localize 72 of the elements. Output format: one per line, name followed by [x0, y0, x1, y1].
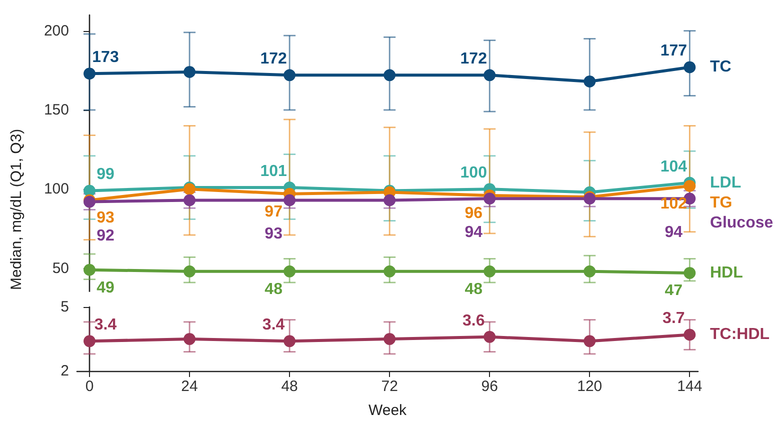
- x-tick-label: 72: [381, 378, 398, 395]
- x-axis-title: Week: [368, 402, 408, 419]
- x-tick-label: 144: [677, 378, 702, 395]
- data-label: 3.4: [94, 316, 117, 334]
- point: [84, 264, 96, 276]
- data-label: 172: [260, 50, 287, 68]
- y-tick-label: 5: [60, 298, 69, 316]
- point: [84, 184, 96, 197]
- data-label: 104: [660, 158, 688, 176]
- point: [284, 194, 296, 206]
- data-label: 94: [464, 224, 483, 242]
- point: [484, 330, 496, 343]
- point: [684, 328, 696, 341]
- point: [684, 61, 696, 74]
- data-label: 93: [264, 226, 283, 243]
- point: [484, 69, 496, 82]
- point: [584, 335, 596, 348]
- data-label: 96: [464, 204, 483, 222]
- point: [584, 75, 596, 88]
- data-label: 97: [264, 203, 283, 220]
- point: [184, 333, 196, 345]
- point: [384, 69, 396, 82]
- y-axis-title: Median, mg/dL (Q1, Q3): [8, 128, 25, 290]
- point: [284, 335, 296, 348]
- y-tick-label: 150: [44, 101, 69, 118]
- x-tick-label: 120: [577, 378, 602, 395]
- point: [84, 335, 96, 348]
- data-label: 3.7: [662, 310, 685, 328]
- data-label: 93: [96, 210, 115, 227]
- data-label: 101: [260, 163, 287, 180]
- data-label: 173: [92, 49, 119, 66]
- data-label: 99: [96, 166, 115, 184]
- point: [684, 180, 696, 192]
- data-label: 177: [660, 42, 688, 60]
- point: [684, 267, 696, 279]
- y-tick-label: 50: [52, 260, 69, 277]
- point: [284, 69, 296, 82]
- point: [384, 265, 396, 278]
- point: [184, 265, 196, 278]
- data-label: 100: [460, 164, 488, 182]
- data-label: 102: [660, 195, 688, 212]
- data-label: 48: [464, 280, 483, 298]
- data-label: 172: [460, 50, 488, 68]
- series-label: HDL: [710, 264, 744, 282]
- x-tick-label: 24: [181, 378, 198, 395]
- data-label: 94: [664, 224, 683, 242]
- x-tick-label: 96: [481, 378, 498, 395]
- series-label: Glucose: [710, 214, 774, 232]
- x-tick-label: 48: [281, 378, 298, 395]
- data-label: 92: [96, 227, 115, 244]
- point: [184, 66, 196, 78]
- series-label: TC:HDL: [710, 326, 770, 344]
- x-tick-label: 0: [85, 378, 94, 395]
- point: [184, 194, 196, 206]
- point: [584, 265, 596, 278]
- data-label: 3.4: [262, 316, 285, 334]
- y-tick-label: 100: [44, 180, 69, 198]
- data-label: 3.6: [462, 312, 485, 330]
- point: [484, 192, 496, 205]
- data-label: 48: [264, 280, 283, 298]
- series-label: TC: [710, 58, 732, 76]
- series-label: LDL: [710, 174, 742, 192]
- point: [384, 194, 396, 206]
- y-tick-label: 2: [60, 362, 69, 380]
- y-tick-label: 200: [44, 22, 69, 40]
- point: [284, 265, 296, 278]
- data-label: 49: [96, 279, 115, 296]
- series-label: TG: [710, 194, 732, 212]
- point: [84, 68, 96, 80]
- data-label: 47: [664, 282, 683, 300]
- point: [384, 333, 396, 345]
- point: [484, 265, 496, 278]
